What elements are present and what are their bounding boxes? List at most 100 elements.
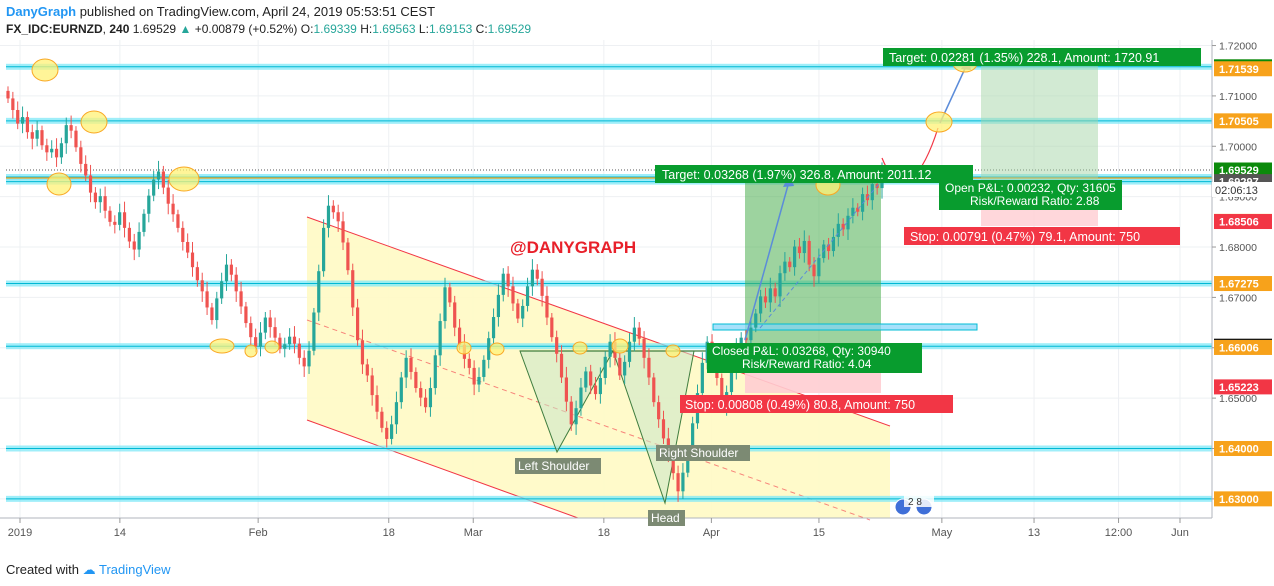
price-label-tag bbox=[1214, 214, 1272, 230]
candle-body bbox=[346, 242, 350, 271]
candle-body bbox=[797, 246, 802, 254]
candle-body bbox=[59, 143, 64, 158]
event-badges[interactable]: 2 8 bbox=[894, 495, 934, 516]
candle-body bbox=[156, 171, 161, 180]
candle-body bbox=[535, 269, 539, 279]
candle-body bbox=[443, 287, 447, 322]
candle-body bbox=[161, 171, 165, 188]
candle-body bbox=[826, 244, 831, 252]
candle-body bbox=[550, 317, 554, 338]
candle-body bbox=[84, 163, 88, 176]
candle-body bbox=[555, 337, 559, 354]
candle-body bbox=[482, 359, 486, 377]
candle-body bbox=[234, 274, 238, 292]
countdown-tag: 02:06:13 bbox=[1212, 182, 1274, 197]
breakout-rectangle bbox=[712, 323, 978, 331]
candle-body bbox=[375, 395, 379, 412]
candle-body bbox=[793, 246, 797, 268]
candle-body bbox=[224, 264, 229, 282]
candle-body bbox=[691, 423, 695, 450]
candle-body bbox=[11, 98, 15, 111]
candle-body bbox=[351, 270, 355, 308]
candle-body bbox=[190, 252, 195, 268]
tradingview-logo-text[interactable]: TradingView bbox=[99, 562, 171, 577]
candle-body bbox=[186, 241, 190, 253]
candle-body bbox=[700, 362, 704, 394]
closed-target-label: Target: 0.03268 (1.97%) 326.8, Amount: 2… bbox=[655, 165, 973, 183]
price-label-tag bbox=[1214, 339, 1272, 355]
candle-body bbox=[491, 317, 496, 339]
candle-body bbox=[428, 388, 433, 408]
touch-marker bbox=[611, 338, 629, 354]
candle-body bbox=[419, 388, 423, 398]
price-change: +0.00879 (+0.52%) bbox=[194, 22, 298, 36]
candle-body bbox=[836, 223, 840, 237]
candle-body bbox=[370, 375, 374, 396]
candle-body bbox=[45, 145, 49, 153]
price-label-text: 1.71539 bbox=[1219, 64, 1259, 76]
candle-body bbox=[618, 357, 622, 376]
countdown-tag-bg bbox=[1212, 182, 1274, 197]
candle-body bbox=[501, 273, 505, 295]
time-axis[interactable]: 2019 14 Feb 18 Mar 18 Apr 15 May 13 12:00 Jun bbox=[8, 518, 1189, 539]
candle-body bbox=[632, 327, 636, 342]
candle-body bbox=[331, 205, 335, 213]
candle-body bbox=[74, 130, 78, 148]
candle-body bbox=[399, 377, 403, 403]
price-chart[interactable]: 1.720001.710001.700001.690001.680001.670… bbox=[0, 40, 1274, 556]
candle-body bbox=[215, 298, 219, 321]
candle-body bbox=[16, 110, 20, 124]
candle-body bbox=[307, 350, 311, 367]
candle-body bbox=[759, 296, 763, 314]
candle-body bbox=[365, 364, 369, 376]
candlesticks bbox=[6, 86, 884, 502]
open-target-label-bg bbox=[883, 48, 1201, 66]
time-tick-label: 13 bbox=[1028, 527, 1040, 539]
close-value: 1.69529 bbox=[487, 22, 532, 36]
touch-marker bbox=[489, 342, 505, 356]
closed-pnl-label-bg bbox=[707, 343, 922, 373]
candle-body bbox=[6, 90, 10, 99]
candle-body bbox=[807, 240, 811, 265]
left-shoulder-text: Left Shoulder bbox=[518, 459, 589, 473]
author-name[interactable]: DanyGraph bbox=[6, 4, 77, 19]
candle-body bbox=[647, 357, 651, 378]
candle-body bbox=[210, 307, 214, 321]
price-tick-label: 1.70000 bbox=[1219, 141, 1257, 153]
candle-body bbox=[268, 317, 272, 328]
candle-body bbox=[729, 369, 734, 393]
symbol-label[interactable]: FX_IDC:EURNZD bbox=[6, 22, 103, 36]
candle-body bbox=[661, 419, 666, 439]
high-label: H: bbox=[360, 22, 373, 36]
candle-body bbox=[360, 340, 365, 365]
price-label-text: 1.68506 bbox=[1219, 217, 1259, 229]
candle-body bbox=[603, 356, 607, 378]
price-label-tag bbox=[1214, 440, 1272, 456]
closed-target-label-bg bbox=[655, 165, 973, 183]
candle-body bbox=[263, 317, 267, 333]
closed-target-projection bbox=[744, 177, 791, 341]
candle-body bbox=[356, 307, 360, 341]
candle-body bbox=[627, 341, 632, 362]
publish-line: DanyGraph published on TradingView.com, … bbox=[6, 4, 435, 19]
candle-body bbox=[195, 267, 199, 281]
head-text: Head bbox=[651, 511, 680, 525]
candle-body bbox=[487, 338, 491, 360]
candle-body bbox=[657, 402, 661, 420]
candle-body bbox=[317, 271, 321, 313]
candle-body bbox=[545, 295, 549, 318]
candle-body bbox=[652, 377, 656, 403]
touch-marker bbox=[456, 341, 472, 355]
candle-body bbox=[579, 387, 583, 409]
candle-body bbox=[457, 327, 462, 345]
candle-body bbox=[681, 472, 685, 492]
interval-label[interactable]: 240 bbox=[109, 22, 130, 36]
open-pnl-text: Open P&L: 0.00232, Qty: 31605 bbox=[945, 181, 1116, 195]
candle-body bbox=[598, 377, 602, 395]
candle-body bbox=[671, 452, 675, 474]
candle-body bbox=[768, 288, 772, 303]
ohlc-line: FX_IDC:EURNZD, 240 1.69529 ▲ +0.00879 (+… bbox=[6, 22, 532, 36]
touch-marker bbox=[209, 338, 235, 354]
open-value: 1.69339 bbox=[313, 22, 357, 36]
candle-body bbox=[64, 125, 68, 144]
